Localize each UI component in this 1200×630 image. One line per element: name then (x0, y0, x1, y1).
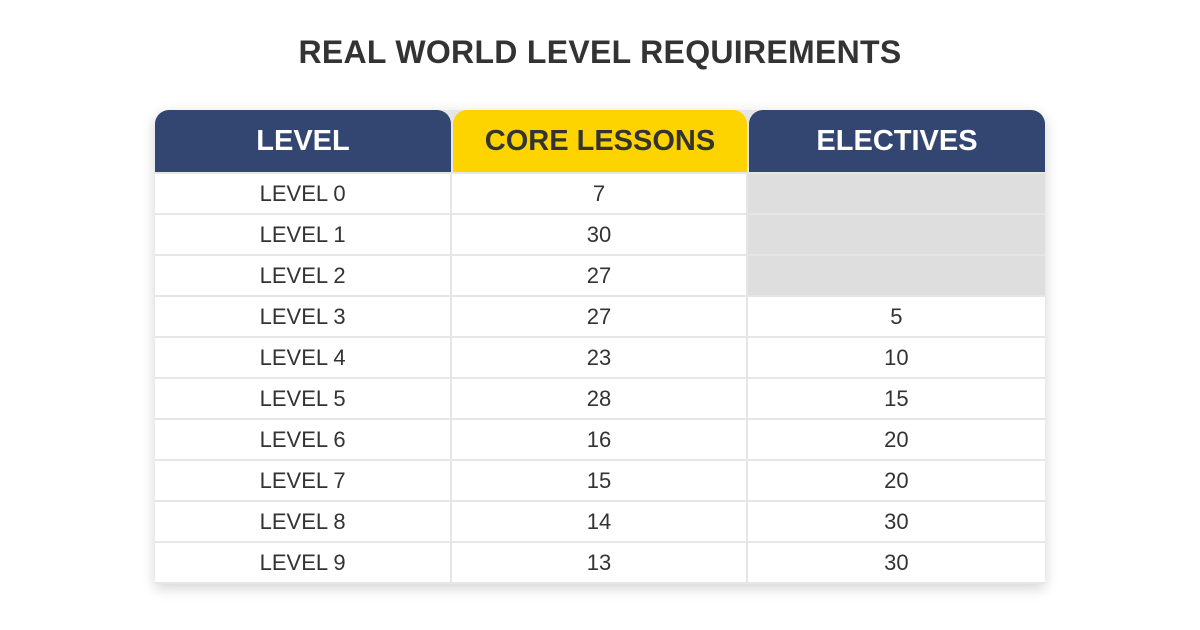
electives-cell (747, 215, 1045, 254)
table-row: LEVEL 4 23 10 (155, 338, 1045, 377)
core-lessons-cell: 30 (452, 215, 746, 254)
electives-cell: 20 (747, 461, 1045, 500)
table-row: LEVEL 9 13 30 (155, 543, 1045, 582)
level-cell: LEVEL 4 (155, 338, 451, 377)
electives-cell (747, 256, 1045, 295)
core-lessons-cell: 15 (452, 461, 746, 500)
table-row: LEVEL 3 27 5 (155, 297, 1045, 336)
level-cell: LEVEL 1 (155, 215, 451, 254)
electives-cell: 30 (747, 543, 1045, 582)
table-row: LEVEL 1 30 (155, 215, 1045, 254)
level-cell: LEVEL 6 (155, 420, 451, 459)
electives-cell: 30 (747, 502, 1045, 541)
table-row: LEVEL 2 27 (155, 256, 1045, 295)
level-cell: LEVEL 7 (155, 461, 451, 500)
core-lessons-cell: 13 (452, 543, 746, 582)
level-cell: LEVEL 2 (155, 256, 451, 295)
header-level: LEVEL (155, 110, 451, 172)
table-row: LEVEL 6 16 20 (155, 420, 1045, 459)
requirements-table: LEVEL CORE LESSONS ELECTIVES LEVEL 0 7 LEV… (155, 110, 1045, 584)
core-lessons-cell: 7 (452, 174, 746, 213)
electives-cell: 5 (747, 297, 1045, 336)
header-electives: ELECTIVES (749, 110, 1045, 172)
level-cell: LEVEL 3 (155, 297, 451, 336)
core-lessons-cell: 23 (452, 338, 746, 377)
table-header: LEVEL CORE LESSONS ELECTIVES (155, 110, 1045, 172)
electives-cell: 15 (747, 379, 1045, 418)
table-row: LEVEL 8 14 30 (155, 502, 1045, 541)
core-lessons-cell: 14 (452, 502, 746, 541)
core-lessons-cell: 16 (452, 420, 746, 459)
header-core-lessons: CORE LESSONS (453, 110, 747, 172)
level-cell: LEVEL 9 (155, 543, 451, 582)
table-row: LEVEL 7 15 20 (155, 461, 1045, 500)
core-lessons-cell: 27 (452, 297, 746, 336)
electives-cell: 20 (747, 420, 1045, 459)
level-cell: LEVEL 5 (155, 379, 451, 418)
table-row: LEVEL 5 28 15 (155, 379, 1045, 418)
electives-cell: 10 (747, 338, 1045, 377)
core-lessons-cell: 28 (452, 379, 746, 418)
electives-cell (747, 174, 1045, 213)
page-title: REAL WORLD LEVEL REQUIREMENTS (298, 34, 902, 70)
level-cell: LEVEL 8 (155, 502, 451, 541)
level-cell: LEVEL 0 (155, 174, 451, 213)
core-lessons-cell: 27 (452, 256, 746, 295)
table-body: LEVEL 0 7 LEVEL 1 30 LEVEL 2 27 LEVEL 3 27 5 LEVE… (155, 172, 1045, 582)
